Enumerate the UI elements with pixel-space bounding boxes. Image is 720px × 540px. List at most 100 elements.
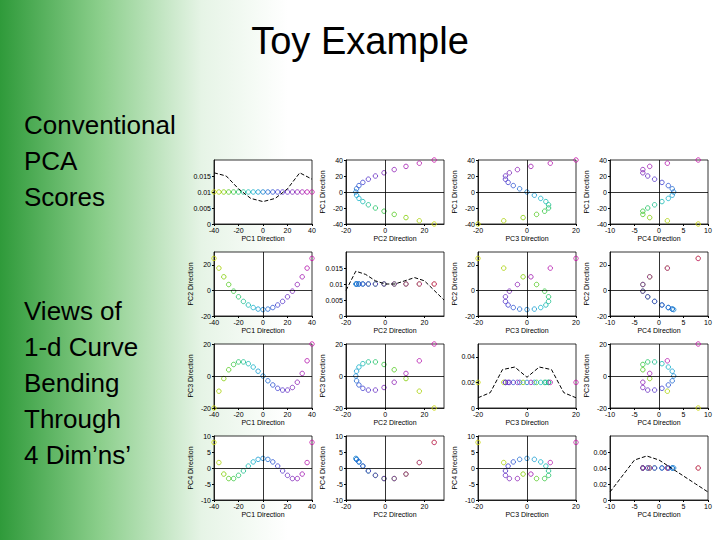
svg-text:PC1 Direction: PC1 Direction — [319, 170, 326, 213]
svg-text:0: 0 — [603, 287, 607, 294]
svg-text:PC4 Direction: PC4 Direction — [187, 446, 194, 489]
svg-text:0: 0 — [207, 287, 211, 294]
svg-text:0.02: 0.02 — [461, 379, 475, 386]
svg-text:-5: -5 — [469, 481, 475, 488]
svg-text:-10: -10 — [605, 503, 615, 510]
svg-text:5: 5 — [682, 503, 686, 510]
svg-text:10: 10 — [467, 433, 475, 440]
svg-text:PC1 Direction: PC1 Direction — [451, 170, 458, 213]
svg-text:-20: -20 — [465, 205, 475, 212]
svg-text:Scores: Scores — [24, 182, 105, 212]
svg-text:-10: -10 — [605, 319, 615, 326]
svg-text:10: 10 — [704, 319, 712, 326]
svg-text:0: 0 — [261, 227, 265, 234]
svg-text:0.015: 0.015 — [193, 173, 211, 180]
svg-text:-20: -20 — [341, 411, 351, 418]
svg-text:0: 0 — [207, 465, 211, 472]
svg-text:0.005: 0.005 — [325, 297, 343, 304]
svg-text:0.04: 0.04 — [461, 353, 475, 360]
svg-text:-20: -20 — [233, 411, 243, 418]
svg-text:0: 0 — [471, 189, 475, 196]
svg-text:20: 20 — [335, 341, 343, 348]
svg-text:Through: Through — [24, 404, 121, 434]
svg-text:20: 20 — [203, 261, 211, 268]
svg-text:0: 0 — [657, 411, 661, 418]
svg-text:40: 40 — [308, 227, 316, 234]
svg-text:Views of: Views of — [24, 296, 123, 326]
svg-text:0: 0 — [383, 319, 387, 326]
svg-text:0.005: 0.005 — [193, 205, 211, 212]
svg-text:20: 20 — [599, 341, 607, 348]
svg-text:0: 0 — [261, 411, 265, 418]
svg-text:40: 40 — [308, 503, 316, 510]
svg-text:10: 10 — [704, 227, 712, 234]
svg-text:-20: -20 — [233, 227, 243, 234]
svg-text:40: 40 — [308, 411, 316, 418]
svg-text:-5: -5 — [205, 481, 211, 488]
svg-text:0.04: 0.04 — [593, 465, 607, 472]
svg-text:0: 0 — [471, 465, 475, 472]
svg-text:PC3 Direction: PC3 Direction — [505, 511, 548, 518]
svg-text:PC2 Direction: PC2 Direction — [583, 262, 590, 305]
svg-text:20: 20 — [421, 411, 429, 418]
svg-text:PC2 Direction: PC2 Direction — [451, 262, 458, 305]
svg-text:20: 20 — [335, 173, 343, 180]
svg-text:PC3 Direction: PC3 Direction — [505, 419, 548, 426]
svg-text:PC3 Direction: PC3 Direction — [505, 327, 548, 334]
svg-text:PC3 Direction: PC3 Direction — [505, 235, 548, 242]
svg-text:5: 5 — [682, 227, 686, 234]
svg-text:5: 5 — [682, 319, 686, 326]
svg-text:10: 10 — [704, 503, 712, 510]
svg-text:-20: -20 — [473, 227, 483, 234]
svg-text:0: 0 — [603, 189, 607, 196]
svg-text:20: 20 — [203, 341, 211, 348]
svg-text:0: 0 — [383, 227, 387, 234]
svg-text:4 Dim’ns’: 4 Dim’ns’ — [24, 440, 131, 470]
svg-text:0.06: 0.06 — [593, 449, 607, 456]
svg-text:0: 0 — [339, 373, 343, 380]
svg-text:40: 40 — [335, 157, 343, 164]
svg-text:20: 20 — [284, 411, 292, 418]
svg-text:0: 0 — [261, 503, 265, 510]
svg-text:PC4 Direction: PC4 Direction — [637, 511, 680, 518]
svg-text:0: 0 — [383, 503, 387, 510]
svg-text:PC2 Direction: PC2 Direction — [373, 327, 416, 334]
svg-text:PC4 Direction: PC4 Direction — [637, 419, 680, 426]
svg-text:1-d Curve: 1-d Curve — [24, 332, 138, 362]
svg-text:0: 0 — [339, 189, 343, 196]
svg-text:-40: -40 — [209, 319, 219, 326]
svg-text:Conventional: Conventional — [24, 110, 176, 140]
svg-text:0: 0 — [471, 287, 475, 294]
svg-text:20: 20 — [572, 411, 580, 418]
svg-text:0: 0 — [603, 373, 607, 380]
svg-text:PCA: PCA — [24, 146, 78, 176]
svg-text:20: 20 — [599, 173, 607, 180]
svg-text:-5: -5 — [631, 319, 637, 326]
svg-text:0: 0 — [261, 319, 265, 326]
svg-text:-5: -5 — [631, 503, 637, 510]
svg-text:-10: -10 — [605, 411, 615, 418]
svg-text:5: 5 — [207, 449, 211, 456]
svg-text:0.015: 0.015 — [325, 265, 343, 272]
svg-text:0: 0 — [657, 503, 661, 510]
svg-text:-40: -40 — [209, 411, 219, 418]
svg-text:0: 0 — [657, 227, 661, 234]
svg-text:40: 40 — [308, 319, 316, 326]
svg-text:0: 0 — [657, 319, 661, 326]
svg-text:20: 20 — [572, 319, 580, 326]
svg-text:0: 0 — [525, 411, 529, 418]
svg-text:20: 20 — [572, 503, 580, 510]
svg-text:PC2 Direction: PC2 Direction — [187, 262, 194, 305]
svg-text:20: 20 — [467, 173, 475, 180]
svg-text:20: 20 — [284, 319, 292, 326]
svg-text:40: 40 — [599, 157, 607, 164]
svg-text:PC4 Direction: PC4 Direction — [637, 235, 680, 242]
svg-text:0.02: 0.02 — [593, 481, 607, 488]
svg-text:PC2 Direction: PC2 Direction — [373, 235, 416, 242]
svg-text:PC4 Direction: PC4 Direction — [451, 446, 458, 489]
svg-text:0: 0 — [207, 373, 211, 380]
svg-text:-5: -5 — [631, 227, 637, 234]
svg-text:-20: -20 — [341, 319, 351, 326]
svg-text:20: 20 — [284, 227, 292, 234]
svg-text:10: 10 — [203, 433, 211, 440]
